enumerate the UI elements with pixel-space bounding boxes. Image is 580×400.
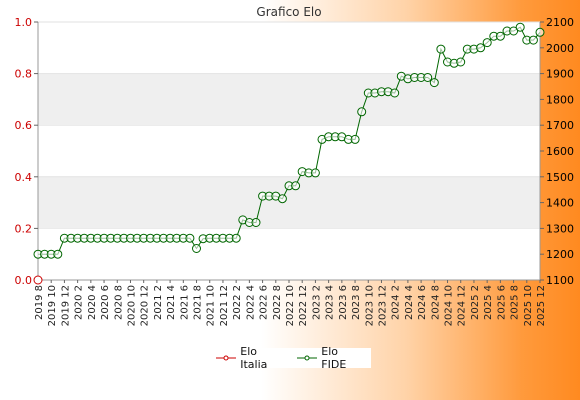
right-tick-label: 1900 bbox=[546, 68, 574, 81]
x-tick-label: 2019 10 bbox=[47, 285, 58, 326]
grid-band bbox=[38, 73, 540, 126]
x-tick-label: 2022 2 bbox=[232, 285, 243, 320]
x-tick-label: 2025 6 bbox=[496, 285, 507, 320]
data-point-elo-fide bbox=[53, 249, 63, 259]
chart-title: Grafico Elo bbox=[256, 5, 321, 19]
data-point-elo-fide bbox=[509, 26, 519, 36]
right-tick-label: 1800 bbox=[546, 93, 574, 106]
right-tick-label: 1100 bbox=[546, 274, 574, 287]
x-tick-label: 2021 4 bbox=[166, 285, 177, 320]
data-point-elo-fide bbox=[357, 107, 367, 117]
legend-label-elo-italia: Elo Italia bbox=[240, 345, 268, 371]
right-tick-label: 1600 bbox=[546, 145, 574, 158]
right-tick-label: 2000 bbox=[546, 42, 574, 55]
x-tick-label: 2024 10 bbox=[444, 285, 455, 326]
legend: Elo Italia Elo FIDE bbox=[211, 345, 371, 371]
x-tick-label: 2025 4 bbox=[483, 285, 494, 320]
x-tick-label: 2025 12 bbox=[536, 285, 547, 326]
x-tick-label: 2020 8 bbox=[113, 285, 124, 320]
data-point-elo-fide bbox=[185, 233, 195, 243]
data-point-elo-fide bbox=[192, 244, 201, 253]
x-tick-label: 2021 10 bbox=[206, 285, 217, 326]
left-tick-label: 0.4 bbox=[15, 171, 33, 184]
right-tick-label: 1300 bbox=[546, 222, 574, 235]
left-tick-label: 0.0 bbox=[15, 274, 33, 287]
x-tick-label: 2023 12 bbox=[377, 285, 388, 326]
x-tick-label: 2024 2 bbox=[391, 285, 402, 320]
right-tick-label: 1400 bbox=[546, 197, 574, 210]
x-tick-label: 2020 2 bbox=[74, 285, 85, 320]
data-point-elo-fide bbox=[515, 22, 525, 32]
left-tick-label: 0.8 bbox=[15, 68, 33, 81]
right-tick-label: 1500 bbox=[546, 171, 574, 184]
right-tick-label: 1200 bbox=[546, 248, 574, 261]
data-point-elo-fide bbox=[291, 181, 301, 191]
x-tick-label: 2021 2 bbox=[153, 285, 164, 320]
x-tick-label: 2022 12 bbox=[298, 285, 309, 326]
x-tick-label: 2020 12 bbox=[140, 285, 151, 326]
x-tick-label: 2023 2 bbox=[311, 285, 322, 320]
left-tick-label: 1.0 bbox=[15, 16, 33, 29]
x-tick-label: 2021 6 bbox=[179, 285, 190, 320]
data-point-elo-fide bbox=[277, 194, 287, 204]
x-tick-label: 2020 10 bbox=[126, 285, 137, 326]
data-point-elo-fide bbox=[528, 35, 538, 45]
data-point-elo-fide bbox=[456, 57, 466, 67]
x-tick-label: 2019 8 bbox=[34, 285, 45, 320]
data-point-elo-fide bbox=[231, 233, 241, 243]
x-tick-label: 2020 6 bbox=[100, 285, 111, 320]
data-point-elo-fide bbox=[310, 168, 320, 178]
x-tick-label: 2025 8 bbox=[510, 285, 521, 320]
right-tick-label: 1700 bbox=[546, 119, 574, 132]
x-tick-label: 2023 6 bbox=[338, 285, 349, 320]
x-tick-label: 2023 10 bbox=[364, 285, 375, 326]
legend-item-elo-italia: Elo Italia bbox=[215, 345, 286, 371]
x-tick-label: 2021 8 bbox=[193, 285, 204, 320]
data-point-elo-fide bbox=[390, 88, 400, 98]
x-tick-label: 2024 8 bbox=[430, 285, 441, 320]
data-point-elo-fide bbox=[350, 134, 360, 144]
x-tick-label: 2021 12 bbox=[219, 285, 230, 326]
x-tick-label: 2022 8 bbox=[272, 285, 283, 320]
x-tick-label: 2020 4 bbox=[87, 285, 98, 320]
x-tick-label: 2019 12 bbox=[60, 285, 71, 326]
right-tick-label: 2100 bbox=[546, 16, 574, 29]
x-tick-label: 2025 2 bbox=[470, 285, 481, 320]
x-tick-label: 2022 4 bbox=[245, 285, 256, 320]
legend-marker-elo-fide bbox=[297, 355, 318, 361]
x-tick-label: 2024 4 bbox=[404, 285, 415, 320]
x-tick-label: 2022 10 bbox=[285, 285, 296, 326]
data-point-elo-fide bbox=[535, 27, 545, 37]
left-tick-label: 0.2 bbox=[15, 222, 33, 235]
legend-item-elo-fide: Elo FIDE bbox=[296, 345, 365, 371]
data-point-elo-fide bbox=[251, 218, 261, 227]
legend-marker-elo-italia bbox=[216, 355, 236, 361]
legend-label-elo-fide: Elo FIDE bbox=[321, 345, 347, 371]
data-point-elo-fide bbox=[482, 38, 492, 48]
data-point-elo-fide bbox=[436, 44, 446, 54]
data-point-elo-fide bbox=[495, 31, 505, 41]
data-point-elo-fide bbox=[476, 43, 486, 53]
data-point-elo-fide bbox=[423, 73, 433, 82]
x-tick-label: 2024 12 bbox=[457, 285, 468, 326]
left-tick-label: 0.6 bbox=[15, 119, 33, 132]
x-tick-label: 2025 10 bbox=[523, 285, 534, 326]
data-point-elo-italia bbox=[33, 275, 43, 285]
data-point-elo-fide bbox=[429, 78, 439, 88]
x-tick-label: 2023 8 bbox=[351, 285, 362, 320]
x-tick-label: 2022 6 bbox=[259, 285, 270, 320]
x-tick-label: 2024 6 bbox=[417, 285, 428, 320]
x-tick-label: 2023 4 bbox=[325, 285, 336, 320]
